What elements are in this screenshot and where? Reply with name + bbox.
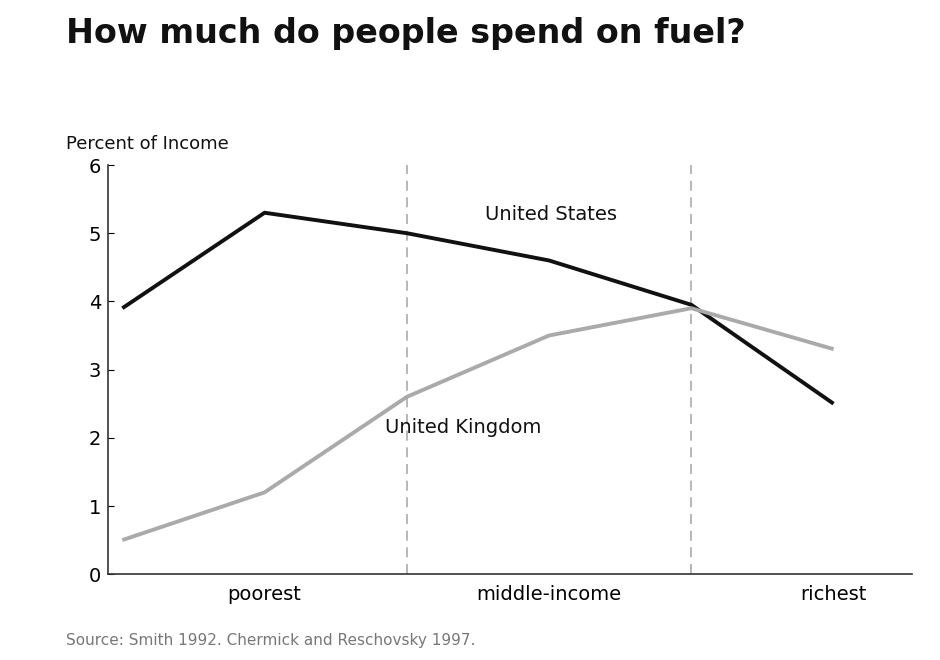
Text: United States: United States: [485, 205, 617, 224]
Text: How much do people spend on fuel?: How much do people spend on fuel?: [66, 16, 745, 50]
Text: United Kingdom: United Kingdom: [385, 418, 541, 437]
Text: Source: Smith 1992. Chermick and Reschovsky 1997.: Source: Smith 1992. Chermick and Reschov…: [66, 633, 476, 648]
Text: Percent of Income: Percent of Income: [66, 135, 228, 153]
